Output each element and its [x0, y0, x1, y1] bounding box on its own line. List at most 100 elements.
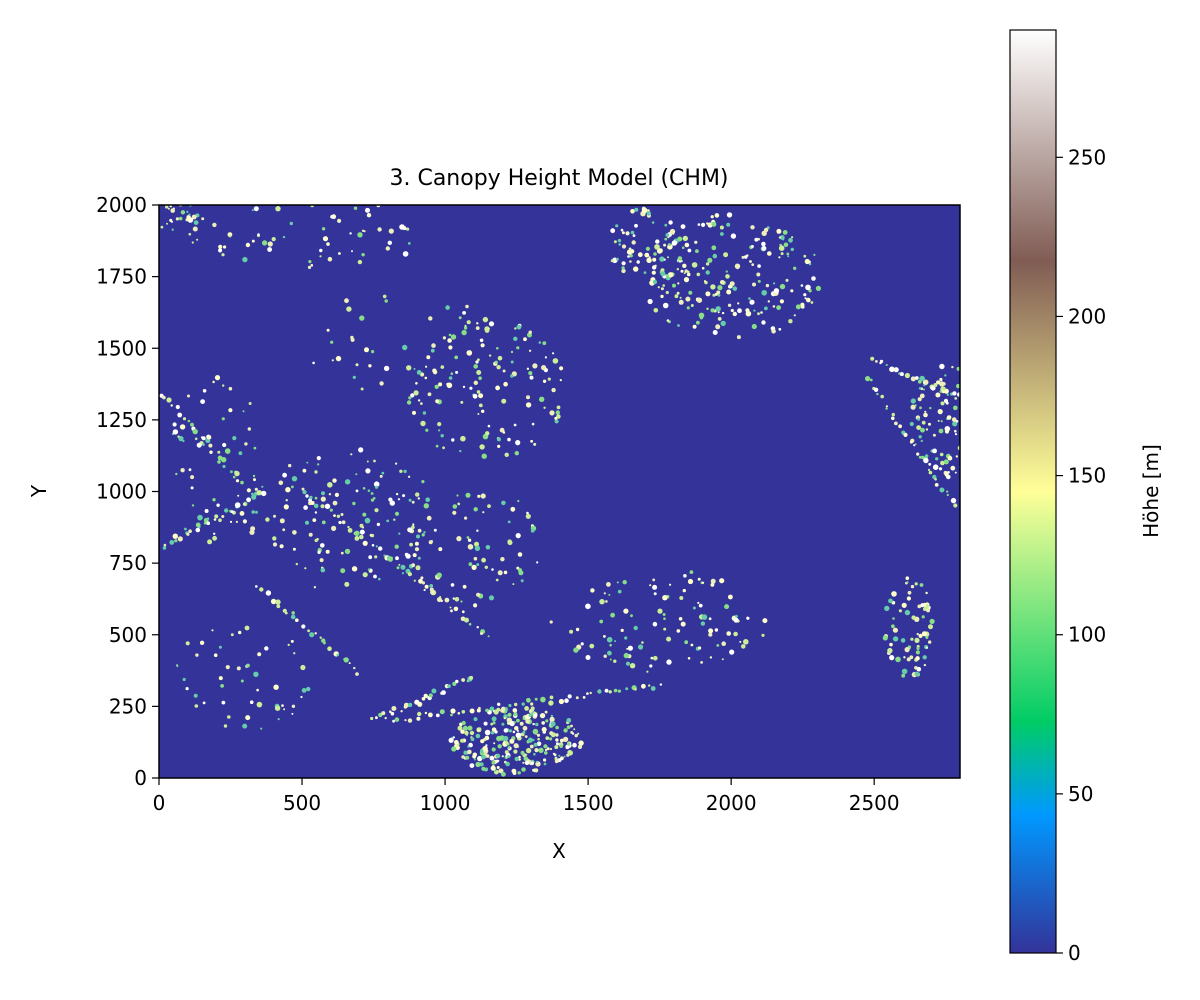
canopy-point — [697, 223, 701, 226]
canopy-point — [928, 422, 931, 426]
canopy-point — [657, 608, 663, 614]
canopy-point — [662, 302, 669, 309]
canopy-point — [507, 437, 511, 442]
canopy-point — [501, 398, 507, 404]
canopy-point — [940, 460, 945, 466]
canopy-point — [272, 542, 278, 547]
canopy-point — [715, 306, 721, 312]
canopy-point — [707, 257, 713, 263]
canopy-point — [885, 405, 889, 408]
canopy-point — [510, 374, 514, 378]
canopy-point — [222, 442, 227, 448]
canopy-point — [782, 230, 788, 235]
canopy-point — [606, 636, 613, 643]
canopy-point — [364, 202, 366, 204]
canopy-point — [551, 387, 556, 393]
canopy-point — [800, 284, 804, 287]
canopy-point — [672, 283, 676, 288]
canopy-point — [732, 286, 738, 291]
canopy-point — [414, 547, 420, 552]
canopy-point — [261, 490, 267, 497]
canopy-point — [487, 504, 491, 508]
canopy-point — [166, 222, 168, 225]
canopy-point — [359, 315, 365, 321]
canopy-point — [361, 526, 365, 529]
canopy-point — [621, 266, 625, 270]
colorbar-tick-label: 100 — [1068, 623, 1106, 647]
canopy-point — [476, 529, 479, 532]
canopy-point — [473, 380, 478, 385]
canopy-point — [684, 242, 690, 248]
canopy-point — [201, 436, 206, 441]
canopy-point — [961, 460, 963, 462]
canopy-point — [259, 587, 264, 592]
canopy-point — [228, 234, 232, 238]
canopy-point — [665, 290, 669, 295]
canopy-point — [923, 602, 927, 607]
canopy-point — [391, 706, 397, 711]
canopy-point — [711, 221, 717, 227]
canopy-point — [515, 533, 521, 539]
canopy-point — [476, 626, 479, 629]
canopy-point — [238, 630, 242, 635]
canopy-point — [716, 644, 720, 647]
canopy-point — [374, 555, 378, 559]
canopy-point — [355, 489, 359, 493]
canopy-point — [909, 655, 914, 660]
canopy-point — [341, 520, 346, 525]
canopy-point — [953, 503, 958, 508]
canopy-point — [532, 722, 535, 726]
canopy-point — [530, 761, 534, 765]
canopy-point — [543, 758, 547, 762]
canopy-point — [389, 500, 395, 506]
canopy-point — [435, 713, 440, 718]
canopy-point — [757, 312, 760, 316]
canopy-point — [679, 596, 684, 600]
canopy-point — [692, 324, 697, 329]
canopy-point — [907, 590, 912, 595]
canopy-point — [359, 534, 364, 540]
canopy-point — [720, 320, 726, 327]
canopy-point — [402, 494, 406, 498]
canopy-point — [603, 654, 607, 658]
canopy-point — [469, 708, 475, 714]
canopy-point — [530, 706, 535, 711]
canopy-point — [450, 713, 453, 717]
canopy-point — [939, 452, 944, 457]
canopy-point — [301, 624, 306, 629]
canopy-point — [555, 738, 559, 742]
canopy-point — [935, 392, 941, 398]
canopy-point — [248, 402, 252, 405]
canopy-point — [228, 386, 233, 391]
canopy-point — [477, 755, 483, 762]
canopy-point — [610, 228, 616, 234]
canopy-point — [563, 736, 569, 743]
canopy-point — [554, 416, 558, 420]
canopy-point — [408, 396, 412, 400]
canopy-point — [450, 583, 455, 587]
canopy-point — [537, 737, 540, 741]
canopy-point — [559, 744, 563, 748]
canopy-point — [751, 323, 757, 330]
canopy-point — [465, 304, 469, 309]
canopy-point — [652, 279, 658, 285]
canopy-point — [918, 455, 922, 459]
canopy-point — [200, 399, 206, 404]
canopy-point — [590, 588, 595, 593]
canopy-point — [428, 712, 433, 718]
canopy-point — [440, 365, 445, 369]
canopy-point — [555, 410, 560, 415]
canopy-point — [386, 519, 390, 523]
canopy-point — [455, 370, 459, 374]
canopy-point — [309, 495, 313, 500]
canopy-point — [285, 487, 291, 493]
canopy-point — [452, 736, 455, 739]
canopy-point — [710, 215, 714, 219]
canopy-point — [230, 633, 234, 637]
canopy-point — [394, 511, 400, 516]
canopy-point — [664, 223, 668, 227]
canopy-point — [407, 242, 411, 245]
colorbar — [1009, 29, 1057, 954]
canopy-point — [478, 393, 484, 399]
canopy-point — [355, 473, 358, 476]
